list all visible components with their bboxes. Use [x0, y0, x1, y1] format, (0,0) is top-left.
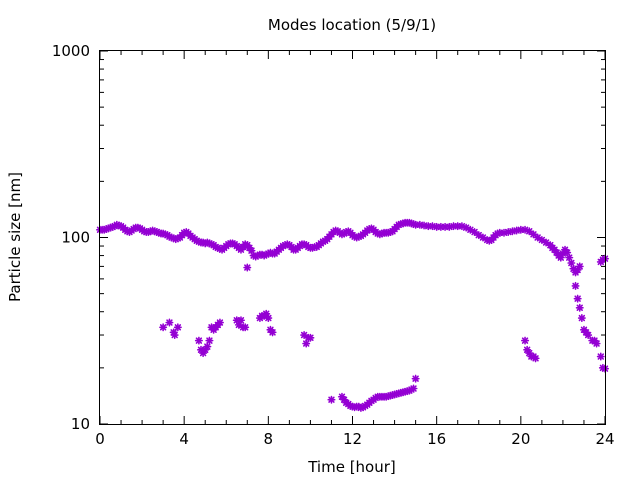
data-point	[268, 328, 277, 337]
x-tick-label: 20	[511, 430, 530, 448]
data-points	[96, 218, 610, 412]
x-axis-label: Time [hour]	[307, 458, 396, 476]
data-point	[575, 303, 584, 312]
data-point	[573, 294, 582, 303]
data-point	[236, 316, 245, 325]
data-point	[571, 281, 580, 290]
data-point	[411, 374, 420, 383]
data-point	[215, 318, 224, 327]
data-point	[170, 331, 179, 340]
axis-tick-labels: 0 4 8 12 16 20 24 10 100 1000	[52, 42, 615, 448]
plot-frame	[99, 50, 606, 425]
data-point	[567, 258, 576, 267]
data-point	[205, 336, 214, 345]
data-point	[531, 354, 540, 363]
x-tick-label: 8	[264, 430, 274, 448]
chart-title: Modes location (5/9/1)	[268, 16, 436, 34]
x-tick-label: 4	[179, 430, 189, 448]
data-point	[409, 384, 418, 393]
data-point	[165, 318, 174, 327]
data-point	[302, 339, 311, 348]
data-point	[243, 263, 252, 272]
data-point	[203, 342, 212, 351]
data-point	[499, 228, 509, 237]
data-point	[300, 331, 309, 340]
data-point	[462, 223, 471, 232]
y-axis-label: Particle size [nm]	[6, 172, 24, 302]
data-point	[327, 395, 336, 404]
data-point	[264, 314, 273, 323]
data-point	[521, 336, 530, 345]
data-point	[577, 314, 586, 323]
x-tick-label: 0	[95, 430, 105, 448]
data-point	[306, 333, 315, 342]
y-tick-label: 10	[71, 415, 90, 433]
x-tick-label: 12	[343, 430, 362, 448]
data-point	[596, 352, 605, 361]
data-point	[584, 331, 593, 340]
data-point	[173, 323, 182, 332]
data-point	[575, 262, 584, 271]
data-point	[592, 339, 601, 348]
data-point	[194, 336, 203, 345]
x-tick-label: 16	[427, 430, 446, 448]
y-tick-label: 100	[61, 229, 90, 247]
data-point	[159, 323, 168, 332]
y-tick-label: 1000	[52, 42, 90, 60]
data-point	[556, 253, 565, 262]
x-tick-label: 24	[595, 430, 614, 448]
data-point	[542, 238, 551, 247]
data-point	[241, 323, 250, 332]
